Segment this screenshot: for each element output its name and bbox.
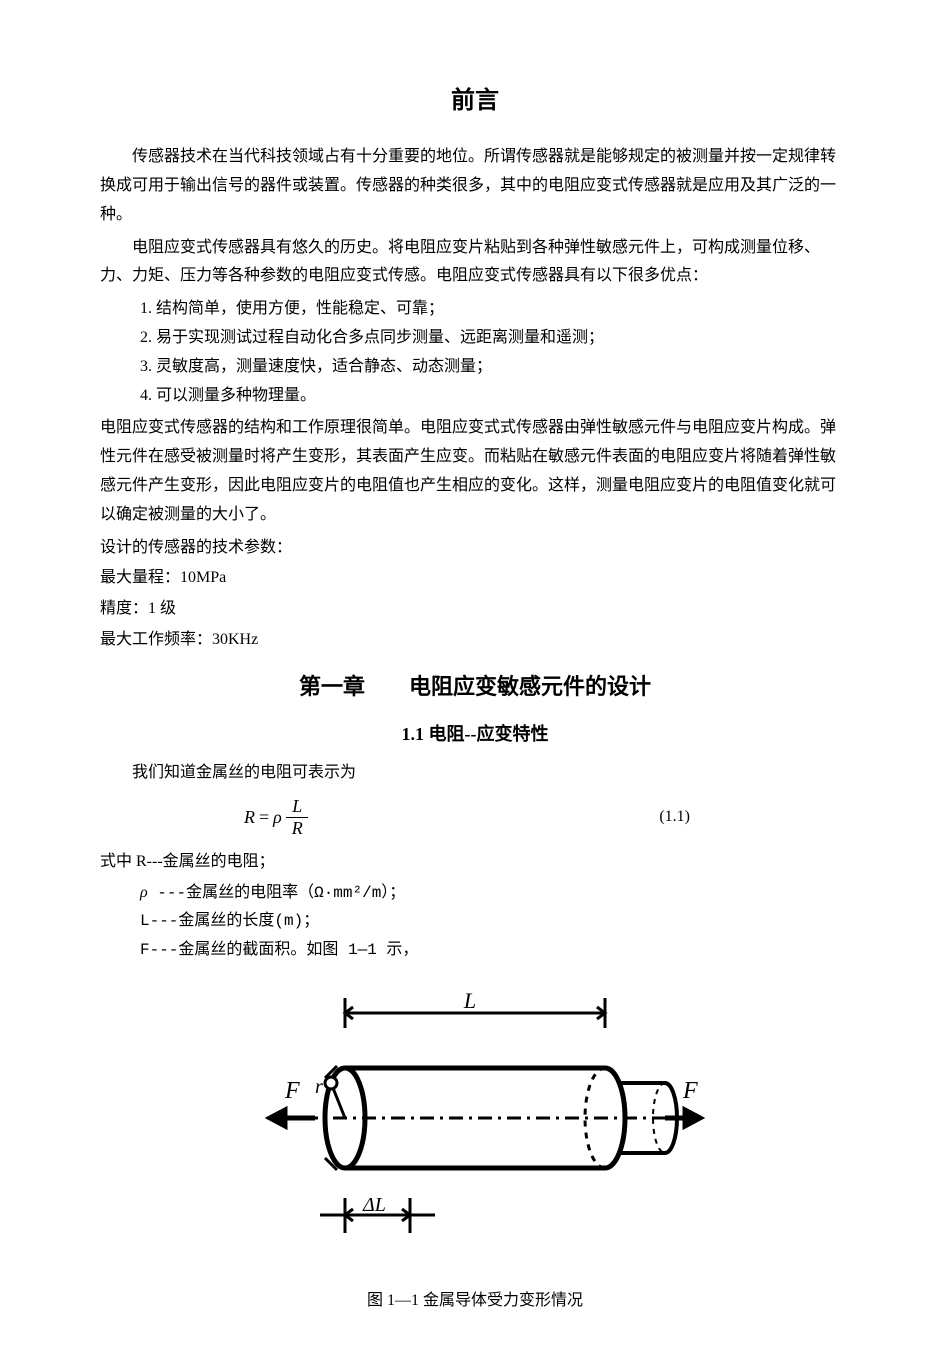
rho-symbol: ρ — [273, 801, 282, 833]
def-F: F---金属丝的截面积。如图 1—1 示， — [100, 936, 850, 965]
label-r: r — [315, 1076, 323, 1098]
chapter-1-title: 第一章 电阻应变敏感元件的设计 — [100, 667, 850, 707]
formula-lhs: R — [244, 801, 255, 833]
fraction-numerator: L — [286, 796, 308, 819]
variable-definitions: 式中 R---金属丝的电阻； ρ ---金属丝的电阻率（Ω·mm²/m）； L-… — [100, 848, 850, 965]
formula-number: (1.1) — [659, 803, 850, 832]
fraction-denominator: R — [286, 818, 309, 840]
param-line: 精度：1 级 — [100, 595, 850, 624]
figure-1-1-caption: 图 1—1 金属导体受力变形情况 — [100, 1287, 850, 1316]
figure-1-1: L r — [100, 983, 850, 1263]
fraction: L R — [286, 796, 309, 840]
param-line: 最大量程：10MPa — [100, 564, 850, 593]
formula-expression: R = ρ L R — [100, 796, 309, 840]
label-L: L — [463, 988, 476, 1013]
def-rho: ρ ---金属丝的电阻率（Ω·mm²/m）； — [100, 879, 850, 908]
preface-title: 前言 — [100, 80, 850, 123]
label-F-right: F — [682, 1078, 698, 1104]
list-item: 4. 可以测量多种物理量。 — [132, 382, 850, 411]
equals-sign: = — [259, 801, 269, 833]
label-deltaL: ΔL — [362, 1194, 386, 1216]
preface-paragraph-3: 电阻应变式传感器的结构和工作原理很简单。电阻应变式式传感器由弹性敏感元件与电阻应… — [100, 414, 850, 529]
list-item: 2. 易于实现测试过程自动化合多点同步测量、远距离测量和遥测； — [132, 324, 850, 353]
rho-symbol-inline: ρ — [140, 884, 148, 901]
def-R: 式中 R---金属丝的电阻； — [100, 848, 850, 877]
section-1-1-intro: 我们知道金属丝的电阻可表示为 — [100, 759, 850, 788]
list-item: 3. 灵敏度高，测量速度快，适合静态、动态测量； — [132, 353, 850, 382]
def-L: L---金属丝的长度(m)； — [100, 907, 850, 936]
advantages-list: 1. 结构简单，使用方便，性能稳定、可靠； 2. 易于实现测试过程自动化合多点同… — [100, 295, 850, 410]
param-line: 最大工作频率：30KHz — [100, 626, 850, 655]
preface-paragraph-1: 传感器技术在当代科技领域占有十分重要的地位。所谓传感器就是能够规定的被测量并按一… — [100, 143, 850, 229]
figure-1-1-svg: L r — [245, 983, 705, 1263]
preface-paragraph-2: 电阻应变式传感器具有悠久的历史。将电阻应变片粘贴到各种弹性敏感元件上，可构成测量… — [100, 234, 850, 292]
def-rho-text: ---金属丝的电阻率（Ω·mm²/m）； — [148, 884, 406, 902]
formula-1-1: R = ρ L R (1.1) — [100, 796, 850, 840]
list-item: 1. 结构简单，使用方便，性能稳定、可靠； — [132, 295, 850, 324]
params-heading: 设计的传感器的技术参数： — [100, 534, 850, 563]
section-1-1-title: 1.1 电阻--应变特性 — [100, 718, 850, 750]
label-F-left: F — [284, 1078, 300, 1104]
